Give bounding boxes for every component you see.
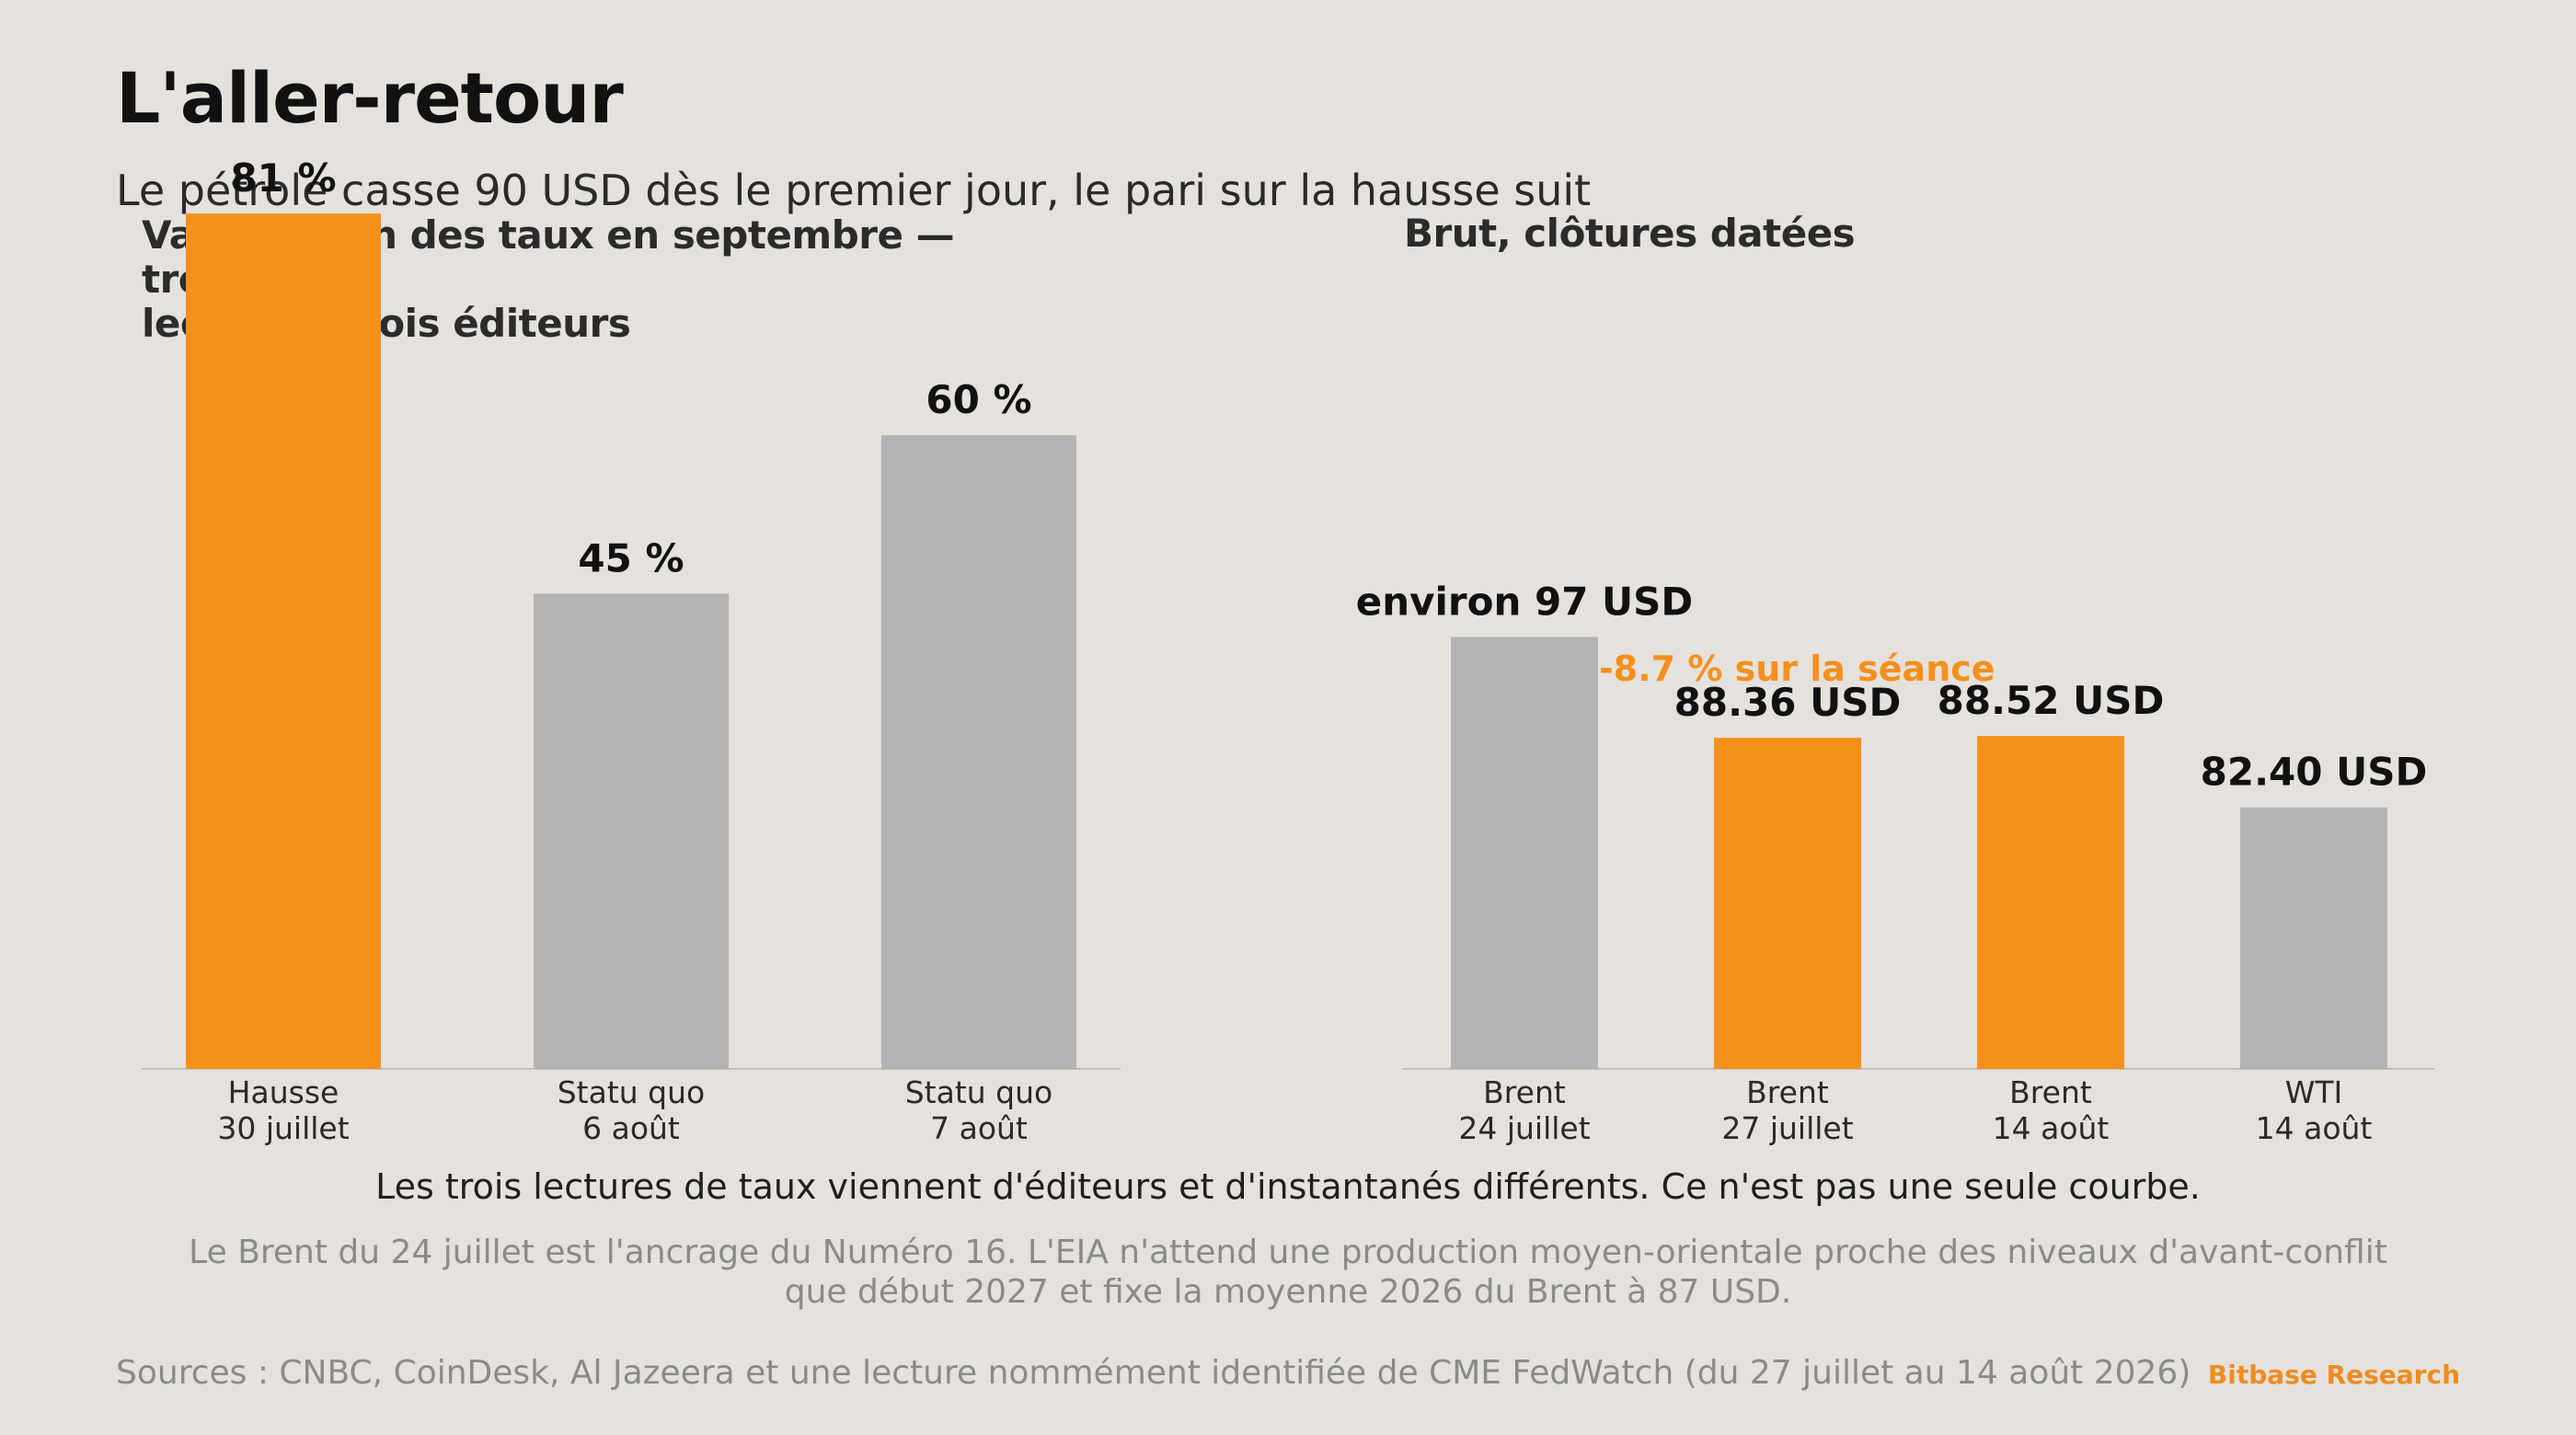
right-chart-title: Brut, clôtures datées — [1404, 211, 1856, 256]
right-category-label-0-line2: 24 juillet — [1458, 1110, 1590, 1146]
left-value-label-1: 45 % — [578, 535, 684, 580]
right-category-label-3-line2: 14 août — [2256, 1110, 2373, 1146]
right-category-label-1-line1: Brent — [1746, 1074, 1829, 1110]
right-value-label-2: 88.52 USD — [1938, 678, 2165, 723]
right-bar-0 — [1451, 637, 1598, 1069]
right-bar-3 — [2240, 807, 2387, 1069]
page-subtitle: Le pétrole casse 90 USD dès le premier j… — [116, 166, 1592, 215]
left-bar-2 — [881, 435, 1076, 1069]
left-bar-0 — [186, 213, 381, 1069]
right-value-label-3: 82.40 USD — [2201, 750, 2428, 795]
left-category-label-0-line2: 30 juillet — [217, 1110, 349, 1146]
sources-line: Sources : CNBC, CoinDesk, Al Jazeera et … — [116, 1354, 2191, 1392]
right-bar-2 — [1977, 736, 2124, 1069]
left-value-label-0: 81 % — [230, 155, 336, 201]
right-category-label-2-line1: Brent — [2009, 1074, 2092, 1110]
right-bar-1 — [1714, 738, 1861, 1069]
right-category-label-1-line2: 27 juillet — [1721, 1110, 1853, 1146]
page-title: L'aller-retour — [116, 57, 624, 139]
note-brent: Le Brent du 24 juillet est l'ancrage du … — [189, 1234, 2387, 1311]
brand-logo-text: Bitbase Research — [2207, 1360, 2460, 1390]
left-category-label-1-line2: 6 août — [582, 1110, 680, 1146]
left-bar-1 — [534, 593, 729, 1069]
left-category-label-2-line1: Statu quo — [905, 1074, 1053, 1110]
left-category-label-2-line2: 7 août — [930, 1110, 1028, 1146]
right-annotation-drop: -8.7 % sur la séance — [1599, 649, 1995, 689]
note-rates: Les trois lectures de taux viennent d'éd… — [375, 1166, 2201, 1207]
right-category-label-3-line1: WTI — [2285, 1074, 2343, 1110]
right-value-label-1: 88.36 USD — [1674, 680, 1902, 725]
right-category-label-2-line2: 14 août — [1993, 1110, 2110, 1146]
right-value-label-0: environ 97 USD — [1356, 579, 1694, 624]
left-value-label-2: 60 % — [926, 377, 1031, 422]
left-category-label-1-line1: Statu quo — [558, 1074, 706, 1110]
right-category-label-0-line1: Brent — [1483, 1074, 1566, 1110]
left-category-label-0-line1: Hausse — [228, 1074, 339, 1110]
